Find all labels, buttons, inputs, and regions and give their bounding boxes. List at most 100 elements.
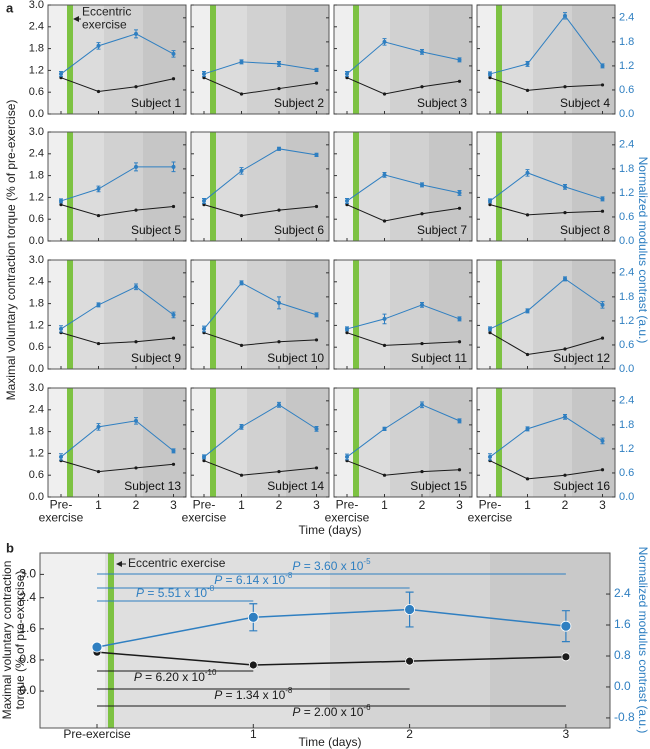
y2-tick-label: 0.0	[619, 235, 634, 247]
background-band	[286, 5, 329, 114]
series-line	[203, 282, 317, 330]
subject-label: Subject 10	[267, 351, 324, 365]
y2-tick-label: 0.8	[614, 648, 631, 662]
data-point	[202, 459, 206, 463]
series-line	[489, 332, 603, 355]
data-point	[420, 182, 424, 187]
p-value-exponent: -5	[363, 557, 371, 566]
x-tick-label: 2	[133, 498, 140, 512]
exercise-bar	[67, 260, 73, 369]
background-band	[334, 260, 356, 369]
p-value-label: P = 2.00 x 10-6	[292, 703, 371, 719]
y2-tick-label: 2.4	[619, 12, 634, 24]
background-band	[429, 260, 472, 369]
data-point	[134, 208, 138, 212]
series-line	[346, 174, 460, 202]
plot-frame	[190, 387, 330, 498]
series-line	[489, 460, 603, 480]
panel-label: a	[6, 0, 14, 15]
subject-label: Subject 14	[267, 479, 324, 493]
background-band	[429, 5, 472, 114]
data-point	[382, 316, 387, 321]
plot-frame	[190, 131, 330, 242]
y2-tick-label: 1.2	[619, 187, 634, 199]
y2-tick-label: 1.2	[619, 443, 634, 455]
data-point	[563, 414, 567, 419]
data-point	[600, 438, 605, 443]
data-point	[202, 76, 206, 80]
exercise-bar	[496, 132, 502, 241]
y-tick-label: 0.0	[19, 683, 36, 697]
background-band	[143, 260, 186, 369]
y-tick-label: 0.0	[29, 363, 44, 375]
p-value-label: P = 6.14 x 10-8	[214, 571, 293, 587]
series-line	[346, 204, 460, 222]
data-point	[561, 652, 571, 662]
y2-axis-label: Normalized modulus contrast (a.u.)	[636, 547, 650, 734]
data-point	[420, 49, 424, 54]
data-point	[525, 213, 530, 217]
y2-tick-label: 2.4	[619, 267, 634, 279]
exercise-bar	[353, 5, 359, 114]
data-point	[239, 59, 244, 64]
background-band	[104, 5, 143, 114]
data-point	[277, 402, 281, 407]
series-line	[203, 61, 317, 75]
data-point	[277, 340, 281, 344]
exercise-bar	[210, 260, 216, 369]
data-point	[59, 76, 63, 80]
background-band	[429, 132, 472, 241]
plot-frame	[190, 259, 330, 370]
data-point	[488, 331, 492, 335]
background-band	[572, 5, 615, 114]
data-point	[96, 302, 101, 307]
background-band	[533, 388, 572, 497]
data-point	[91, 641, 103, 653]
y2-tick-label: 0.0	[619, 108, 634, 120]
data-point	[96, 213, 101, 218]
series-line	[203, 204, 317, 217]
y2-tick-label: 1.2	[619, 315, 634, 327]
data-point	[202, 203, 206, 207]
data-point	[239, 92, 244, 96]
x-axis-label: Time (days)	[299, 523, 362, 537]
y-tick-label: 1.6	[19, 621, 36, 635]
exercise-bar	[67, 388, 73, 497]
y-tick-label: 0.6	[29, 341, 44, 353]
data-point	[277, 469, 281, 474]
subject-label: Subject 8	[560, 223, 610, 237]
panel-label: b	[6, 540, 14, 555]
data-point	[171, 448, 176, 453]
data-point	[488, 326, 492, 331]
plot-frame	[47, 131, 187, 242]
x-tick-label: 1	[250, 727, 257, 741]
background-band	[490, 553, 610, 728]
data-point	[563, 184, 567, 189]
y-tick-label: 0.6	[29, 469, 44, 481]
data-point	[600, 209, 605, 213]
series-line	[203, 460, 317, 476]
data-point	[600, 63, 605, 68]
data-point	[239, 424, 244, 429]
data-point	[345, 71, 349, 76]
data-point	[488, 71, 492, 76]
y2-tick-label: 2.4	[614, 586, 631, 600]
x-tick-label: Pre-exercise	[325, 498, 370, 525]
data-point	[345, 331, 349, 335]
background-band	[499, 5, 533, 114]
data-point	[202, 71, 206, 76]
series-line	[346, 460, 460, 476]
data-point	[345, 76, 349, 80]
y-tick-label: 0.6	[29, 213, 44, 225]
series-line	[60, 420, 174, 458]
subject-label: Subject 9	[131, 351, 181, 365]
data-point	[277, 86, 281, 91]
x-tick-label: Pre-exercise	[63, 727, 131, 741]
y-tick-label: 3.0	[29, 382, 44, 394]
background-band	[143, 5, 186, 114]
background-band	[429, 388, 472, 497]
y-tick-label: 2.4	[29, 404, 44, 416]
y-tick-label: 2.4	[19, 590, 36, 604]
data-point	[171, 164, 176, 169]
